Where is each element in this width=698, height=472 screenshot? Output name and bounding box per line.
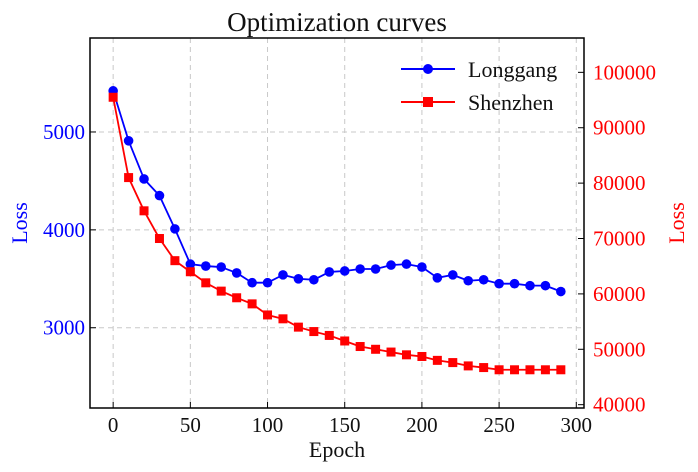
- y-right-tick-label-100000: 100000: [593, 60, 656, 84]
- y-left-tick-label-3000: 3000: [43, 316, 85, 340]
- point-shenzhen-290: [556, 365, 566, 375]
- legend-item-shenzhen: Shenzhen: [401, 90, 554, 115]
- point-shenzhen-240: [479, 363, 489, 373]
- point-longgang-230: [463, 275, 474, 286]
- point-longgang-240: [478, 274, 489, 285]
- x-tick-label-100: 100: [252, 413, 284, 437]
- legend-marker-longgang: [423, 64, 433, 74]
- point-longgang-40: [170, 224, 180, 234]
- y-right-tick-label-50000: 50000: [593, 337, 646, 361]
- point-longgang-120: [293, 273, 304, 284]
- point-shenzhen-20: [139, 206, 149, 216]
- y-right-tick-label-60000: 60000: [593, 282, 646, 306]
- y-right-tick-label-90000: 90000: [593, 116, 646, 140]
- point-shenzhen-140: [324, 330, 334, 340]
- x-tick-label-300: 300: [561, 413, 593, 437]
- y-right-tick-label-80000: 80000: [593, 171, 646, 195]
- y-axis-label-left: Loss: [7, 202, 32, 244]
- point-longgang-100: [262, 277, 273, 288]
- series-line-longgang: [112, 90, 562, 293]
- point-longgang-270: [525, 280, 535, 291]
- point-longgang-220: [447, 270, 458, 280]
- legend: Longgang Shenzhen: [401, 57, 557, 115]
- x-tick-label-0: 0: [108, 413, 119, 437]
- point-longgang-50: [185, 259, 196, 269]
- point-shenzhen-40: [170, 256, 180, 266]
- x-tick-label-200: 200: [406, 413, 438, 437]
- point-shenzhen-120: [293, 322, 303, 332]
- y-left-tick-label-4000: 4000: [43, 218, 85, 242]
- point-longgang-80: [231, 268, 242, 278]
- point-shenzhen-30: [154, 234, 164, 244]
- point-shenzhen-230: [463, 361, 473, 371]
- point-shenzhen-190: [401, 350, 411, 360]
- point-longgang-60: [200, 261, 211, 271]
- legend-item-longgang: Longgang: [401, 57, 557, 82]
- chart-title: Optimization curves: [227, 7, 447, 37]
- point-longgang-190: [401, 259, 412, 269]
- point-longgang-150: [339, 266, 350, 276]
- point-longgang-170: [370, 264, 381, 274]
- legend-marker-shenzhen: [423, 97, 433, 107]
- y-right-tick-label-70000: 70000: [593, 227, 646, 251]
- legend-label-longgang: Longgang: [468, 57, 557, 82]
- tick-layer: 0 50 100 150 200 250 300 3000 4000 5000 40000 50000…: [43, 60, 656, 437]
- point-shenzhen-180: [386, 347, 396, 357]
- series-line-shenzhen: [112, 97, 561, 371]
- point-longgang-280: [540, 280, 551, 291]
- point-shenzhen-250: [494, 365, 504, 375]
- point-shenzhen-110: [278, 314, 288, 324]
- point-longgang-10: [123, 135, 134, 146]
- point-longgang-250: [494, 278, 504, 289]
- point-longgang-110: [278, 270, 288, 280]
- point-longgang-20: [139, 174, 149, 184]
- point-shenzhen-0: [108, 92, 118, 102]
- point-longgang-90: [247, 277, 257, 288]
- point-longgang-180: [386, 260, 396, 270]
- point-shenzhen-270: [525, 365, 535, 375]
- point-shenzhen-10: [124, 173, 134, 183]
- point-shenzhen-60: [201, 278, 211, 288]
- point-shenzhen-150: [340, 336, 350, 346]
- point-shenzhen-210: [432, 355, 442, 365]
- point-shenzhen-100: [263, 310, 273, 320]
- x-axis-label: Epoch: [309, 437, 365, 462]
- legend-label-shenzhen: Shenzhen: [468, 90, 554, 115]
- point-longgang-260: [509, 278, 520, 289]
- point-shenzhen-80: [232, 293, 242, 303]
- point-longgang-130: [309, 274, 319, 285]
- y-axis-label-right: Loss: [664, 202, 689, 244]
- point-shenzhen-90: [247, 299, 257, 309]
- point-shenzhen-220: [448, 358, 458, 368]
- point-longgang-30: [154, 190, 165, 201]
- point-longgang-290: [556, 286, 566, 297]
- series-layer: [108, 86, 566, 375]
- point-shenzhen-50: [185, 267, 195, 277]
- point-shenzhen-200: [417, 351, 427, 361]
- x-tick-label-250: 250: [483, 413, 515, 437]
- point-longgang-160: [355, 264, 365, 274]
- point-shenzhen-280: [540, 365, 550, 375]
- x-tick-label-50: 50: [180, 413, 201, 437]
- y-right-tick-label-40000: 40000: [593, 393, 646, 417]
- plot-frame: [89, 37, 585, 409]
- y-left-tick-label-5000: 5000: [43, 120, 85, 144]
- point-longgang-70: [216, 262, 227, 272]
- point-shenzhen-260: [510, 365, 520, 375]
- point-shenzhen-130: [309, 327, 319, 337]
- point-shenzhen-70: [216, 286, 226, 296]
- point-longgang-140: [324, 267, 335, 277]
- point-longgang-200: [417, 262, 427, 272]
- point-shenzhen-170: [371, 344, 381, 354]
- x-tick-label-150: 150: [329, 413, 361, 437]
- point-shenzhen-160: [355, 342, 365, 352]
- point-longgang-210: [432, 273, 443, 283]
